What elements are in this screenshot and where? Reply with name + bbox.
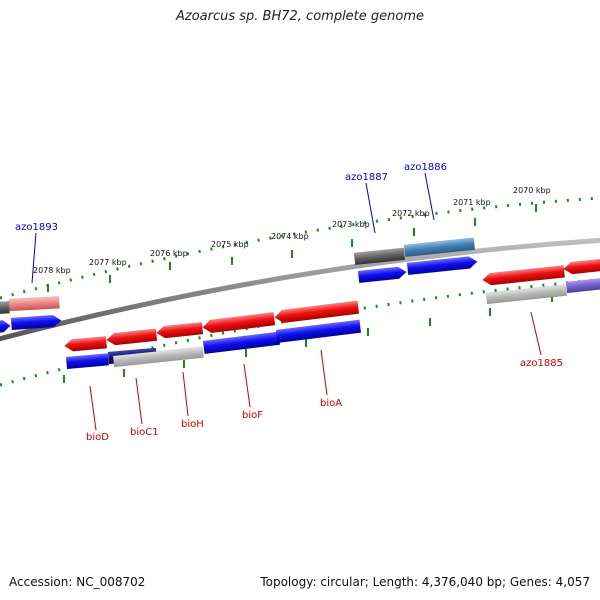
gene-block: [406, 256, 478, 276]
ruler-tick-labels: 2078 kbp 2077 kbp 2076 kbp 2075 kbp 2074 kbp…: [33, 186, 551, 275]
gene-label: azo1887: [345, 172, 388, 183]
length-label: ; Length:: [364, 575, 422, 589]
genes-label: ; Genes:: [502, 575, 556, 589]
ruler-tick-label: 2075 kbp: [211, 240, 249, 249]
ruler-tick-label: 2072 kbp: [392, 209, 430, 218]
leader-line: [365, 182, 376, 234]
leader-line: [182, 371, 189, 417]
gene-block: [112, 346, 204, 368]
leader-line: [424, 172, 435, 221]
leader-line: [320, 349, 328, 396]
accession-label: Accession:: [9, 575, 77, 589]
gene-block: [202, 331, 281, 355]
gene-label: azo1893: [15, 222, 58, 233]
gene-block: [10, 314, 62, 331]
accession-info: Accession: NC_008702: [9, 575, 145, 589]
gene-block: [565, 277, 600, 294]
ruler-tick-label: 2071 kbp: [453, 198, 491, 207]
leader-line: [89, 385, 97, 431]
gene-label: azo1885: [520, 358, 563, 369]
leader-lines: [31, 172, 542, 431]
gene-block: [65, 353, 110, 370]
ruler-tick-label: 2073 kbp: [332, 220, 370, 229]
gene-blocks: [0, 237, 600, 370]
topology-label: Topology:: [260, 575, 321, 589]
ruler-tick-label: 2070 kbp: [513, 186, 551, 195]
leader-line: [530, 311, 542, 356]
gene-block-azo1886: [403, 237, 476, 258]
ruler-tick-label: 2078 kbp: [33, 266, 71, 275]
gene-block-azo1887: [353, 247, 406, 266]
accession-value: NC_008702: [76, 575, 146, 589]
topology-value: circular: [320, 575, 365, 589]
gene-label: azo1886: [404, 162, 447, 173]
genes-value: 4,057: [555, 575, 590, 589]
gene-block: [8, 296, 60, 312]
gene-block-bioH: [156, 321, 204, 339]
gene-block: [0, 319, 11, 334]
genome-backbone: [0, 237, 600, 342]
gene-block-bioF: [202, 311, 276, 334]
leader-line: [243, 363, 251, 408]
gene-block-bioA: [274, 300, 360, 324]
gene-block: [0, 301, 10, 315]
leader-line: [31, 232, 37, 284]
length-value: 4,376,040 bp: [421, 575, 502, 589]
gene-block: [563, 257, 600, 275]
gene-block: [485, 284, 567, 305]
gene-label: bioA: [320, 398, 342, 409]
ruler-tick-label: 2077 kbp: [89, 258, 127, 267]
gene-labels: azo1893 azo1887 azo1886 azo1885 bioD bioC1 bio…: [15, 162, 563, 443]
ruler-tick-label: 2074 kbp: [271, 232, 309, 241]
gene-block-bioD: [64, 336, 108, 352]
ruler-tick-label: 2076 kbp: [150, 249, 188, 258]
ruler-major-ticks: [47, 204, 553, 383]
gene-block: [357, 266, 407, 284]
genome-summary: Topology: circular; Length: 4,376,040 bp…: [260, 575, 590, 589]
gene-block-bioC1: [106, 328, 158, 346]
gene-label: bioH: [181, 419, 204, 430]
map-title: Azoarcus sp. BH72, complete genome: [175, 9, 425, 24]
gene-block-azo1885: [482, 265, 566, 286]
gene-label: bioF: [242, 410, 263, 421]
leader-line: [135, 377, 143, 425]
gene-block: [275, 319, 362, 344]
gene-label: bioD: [86, 432, 109, 443]
gene-label: bioC1: [130, 427, 159, 438]
